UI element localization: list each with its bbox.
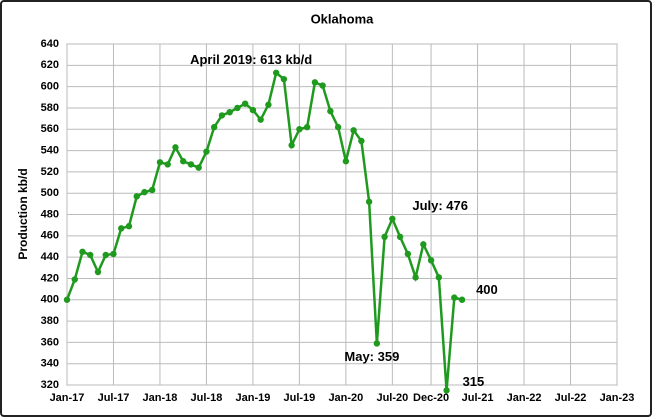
marker <box>164 161 171 168</box>
annotation: April 2019: 613 kb/d <box>190 52 312 67</box>
marker <box>203 148 210 155</box>
marker <box>280 75 288 83</box>
y-tick-label: 340 <box>41 358 59 370</box>
marker <box>443 387 450 394</box>
marker <box>381 233 388 241</box>
marker <box>156 159 164 166</box>
x-tick-label: Jul-17 <box>98 392 130 404</box>
annotation: July: 476 <box>412 198 468 213</box>
x-tick-label: Jul-21 <box>462 392 494 404</box>
marker <box>172 144 179 151</box>
marker <box>102 251 109 259</box>
x-tick-label: Jul-22 <box>555 392 587 404</box>
annotation: May: 359 <box>344 349 399 364</box>
y-tick-label: 440 <box>41 251 59 263</box>
marker <box>435 274 443 281</box>
y-tick-label: 400 <box>41 294 59 306</box>
marker <box>350 127 357 134</box>
marker <box>71 276 78 283</box>
marker <box>118 225 125 232</box>
marker <box>110 250 117 258</box>
marker <box>288 142 295 149</box>
marker <box>451 294 458 301</box>
x-tick-label: Jan-18 <box>143 392 178 404</box>
marker <box>63 296 71 303</box>
x-tick-label: Jan-19 <box>235 392 270 404</box>
y-tick-label: 480 <box>41 208 59 220</box>
x-tick-label: Jan-23 <box>600 392 635 404</box>
marker <box>334 123 342 131</box>
marker <box>365 198 373 205</box>
x-tick-label: Jan-20 <box>328 392 363 404</box>
marker <box>427 257 435 264</box>
marker <box>187 161 195 168</box>
marker <box>79 248 86 255</box>
y-tick-label: 620 <box>41 59 59 71</box>
y-tick-label: 580 <box>41 102 59 114</box>
marker <box>311 79 319 86</box>
marker <box>265 101 272 108</box>
y-tick-label: 380 <box>41 315 59 327</box>
marker <box>210 123 218 131</box>
marker <box>94 268 102 276</box>
marker <box>420 241 427 248</box>
y-tick-label: 460 <box>41 230 59 242</box>
y-tick-label: 420 <box>41 272 59 284</box>
marker <box>272 69 280 76</box>
line <box>65 70 463 391</box>
marker <box>179 158 187 165</box>
y-tick-label: 320 <box>41 379 59 391</box>
marker <box>195 164 202 171</box>
y-tick-label: 600 <box>41 81 59 93</box>
y-tick-label: 500 <box>41 187 59 199</box>
marker <box>327 107 334 115</box>
marker <box>412 274 419 281</box>
y-tick-label: 520 <box>41 166 59 178</box>
x-tick-label: Jan-22 <box>507 392 542 404</box>
x-tick-label: Jul-18 <box>191 392 223 404</box>
x-tick-label: Jul-20 <box>376 392 408 404</box>
marker <box>396 233 404 241</box>
marker <box>342 158 350 165</box>
marker <box>234 104 241 112</box>
marker <box>404 250 412 258</box>
marker <box>296 126 303 133</box>
marker <box>249 106 257 114</box>
chart-title: Oklahoma <box>311 11 375 26</box>
marker <box>87 251 94 259</box>
marker <box>218 112 226 119</box>
y-tick-label: 540 <box>41 144 59 156</box>
marker <box>149 186 156 194</box>
y-tick-label: 640 <box>41 38 59 50</box>
marker <box>257 116 264 123</box>
marker <box>358 137 365 145</box>
marker <box>133 193 140 200</box>
x-tick-label: Jul-19 <box>283 392 315 404</box>
marker <box>389 215 396 222</box>
annotation: 400 <box>476 282 498 297</box>
marker <box>141 188 148 196</box>
y-axis-label: Production kb/d <box>16 168 30 259</box>
annotation: 315 <box>463 374 485 389</box>
marker <box>125 223 133 230</box>
marker <box>319 82 326 89</box>
marker <box>303 123 311 131</box>
marker <box>458 296 466 303</box>
marker <box>373 340 381 347</box>
marker <box>241 100 249 107</box>
x-tick-label: Jan-17 <box>50 392 85 404</box>
marker <box>226 109 233 116</box>
y-tick-label: 360 <box>41 336 59 348</box>
x-tick-label: Dec-20 <box>413 392 449 404</box>
y-tick-label: 560 <box>41 123 59 135</box>
